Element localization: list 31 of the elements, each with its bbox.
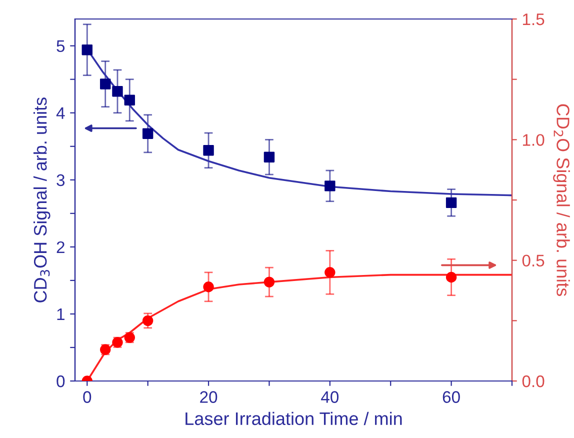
- y-tick-label: 4: [56, 107, 65, 119]
- point: [446, 272, 457, 283]
- x-tick-label: 40: [321, 391, 339, 403]
- point: [142, 128, 154, 139]
- x-tick-label: 20: [200, 391, 218, 403]
- y2-tick-label: 1.5: [522, 14, 544, 26]
- x-tick-label: 60: [442, 391, 460, 403]
- point: [203, 145, 214, 156]
- point: [124, 94, 135, 106]
- point: [446, 197, 457, 208]
- y-tick-label: 3: [56, 174, 65, 186]
- point: [82, 44, 92, 56]
- point: [324, 267, 336, 278]
- y2-axis-title: CD$_{2}$O Signal / arb. units: [553, 104, 570, 296]
- y-tick-label: 2: [56, 241, 64, 253]
- y-axis-title: CD$_{3}$OH Signal / arb. units: [33, 98, 50, 302]
- point: [142, 315, 154, 326]
- point: [324, 180, 336, 192]
- y-tick-label: 1: [57, 308, 64, 320]
- point: [264, 152, 275, 162]
- y2-tick-label: 0.0: [522, 375, 544, 388]
- y-tick-label: 0: [56, 375, 65, 388]
- point: [112, 86, 123, 97]
- x-tick-label: 0: [83, 391, 92, 403]
- y2-tick-label: 1.0: [522, 134, 544, 146]
- y2-tick-label: 0.5: [522, 254, 544, 267]
- point: [100, 78, 111, 90]
- x-axis-title: Laser Irradiation Time / min: [186, 412, 402, 426]
- y-tick-label: 5: [56, 40, 65, 52]
- point: [203, 282, 214, 292]
- point: [264, 276, 275, 288]
